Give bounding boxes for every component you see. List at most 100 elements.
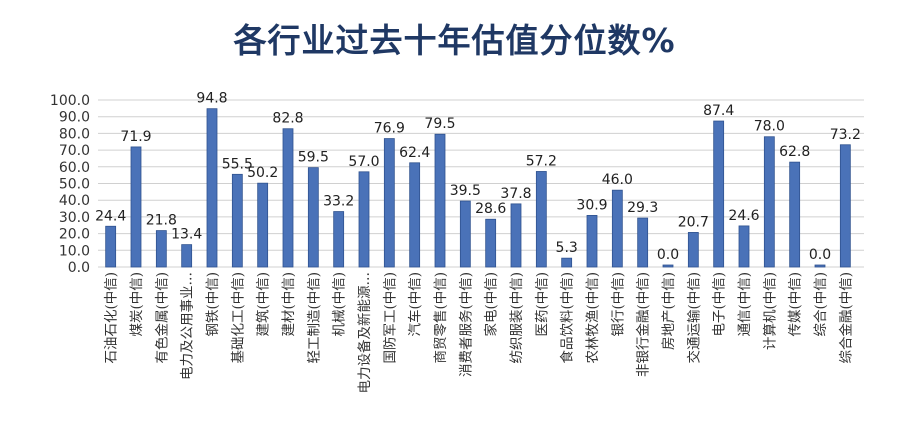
value-label: 82.8	[272, 111, 303, 127]
x-tick-label: 食品饮料(中信)	[559, 272, 576, 364]
x-tick-label: 农林牧渔(中信)	[585, 272, 601, 364]
bar	[485, 218, 497, 268]
x-tick-label: 电子(中信)	[712, 272, 728, 337]
bar	[535, 171, 547, 268]
value-label: 21.8	[146, 213, 177, 229]
bar	[231, 173, 243, 268]
x-tick-label: 电力及公用事业…	[180, 272, 196, 380]
y-tick-label: 20.0	[59, 227, 90, 243]
value-label: 62.8	[779, 144, 810, 160]
value-label: 87.4	[703, 103, 734, 119]
bar	[434, 133, 446, 268]
value-label: 78.0	[754, 119, 785, 135]
y-tick-label: 70.0	[59, 143, 90, 159]
bar	[181, 244, 193, 268]
value-label: 33.2	[323, 194, 354, 210]
y-axis-ticks: 0.010.020.030.040.050.060.070.080.090.01…	[50, 93, 90, 276]
x-tick-label: 传媒(中信)	[788, 272, 804, 337]
x-tick-label: 交通运输(中信)	[685, 272, 702, 364]
bar	[105, 225, 117, 268]
bar	[662, 264, 674, 268]
y-tick-label: 30.0	[59, 210, 90, 226]
y-tick-label: 100.0	[50, 93, 90, 109]
y-tick-label: 50.0	[59, 177, 90, 193]
x-tick-label: 煤炭(中信)	[129, 272, 145, 337]
bar	[814, 264, 826, 268]
bar	[409, 162, 421, 268]
x-axis-labels: 石油石化(中信) 煤炭(中信) 有色金属(中信) 电力及公用事业… 钢铁(中信) 基础化工…	[104, 272, 855, 394]
y-tick-label: 80.0	[59, 126, 90, 142]
value-labels: 24.4 71.9 21.813.4 94.8 55.550.2 82.8 59.5 33.2…	[95, 91, 861, 263]
bar	[713, 120, 725, 268]
value-label: 24.4	[95, 208, 126, 224]
bar	[459, 200, 471, 268]
x-tick-label: 通信(中信)	[737, 272, 753, 337]
bar	[155, 230, 167, 268]
value-label: 28.6	[475, 201, 506, 217]
x-tick-label: 非银行金融(中信)	[636, 272, 652, 377]
bar	[510, 203, 522, 268]
bar	[257, 182, 269, 268]
bar	[130, 146, 142, 268]
value-label: 59.5	[298, 150, 329, 166]
value-label: 5.3	[556, 240, 578, 256]
bar	[206, 108, 218, 268]
value-label: 50.2	[247, 165, 278, 181]
value-label: 57.2	[526, 153, 557, 169]
value-label: 71.9	[120, 129, 151, 145]
bar	[611, 189, 623, 268]
bar	[333, 211, 345, 268]
bar	[687, 232, 699, 268]
x-tick-label: 有色金属(中信)	[153, 272, 170, 364]
x-tick-label: 建材(中信)	[281, 272, 297, 337]
value-label: 20.7	[678, 214, 709, 230]
x-tick-label: 银行(中信)	[610, 272, 626, 337]
chart-title: 各行业过去十年估值分位数%	[233, 21, 676, 60]
x-tick-label: 计算机(中信)	[762, 272, 778, 350]
x-tick-label: 轻工制造(中信)	[306, 272, 322, 364]
bar	[358, 171, 370, 268]
bar	[839, 144, 851, 268]
y-tick-label: 90.0	[59, 110, 90, 126]
value-label: 30.9	[576, 197, 607, 213]
bar	[561, 257, 573, 268]
y-tick-label: 10.0	[59, 243, 90, 259]
x-tick-label: 综合(中信)	[813, 272, 829, 337]
value-label: 29.3	[627, 200, 658, 216]
bars	[105, 108, 851, 268]
value-label: 46.0	[602, 172, 633, 188]
x-tick-label: 国防军工(中信)	[382, 272, 398, 364]
x-tick-label: 汽车(中信)	[407, 272, 424, 337]
y-tick-label: 60.0	[59, 160, 90, 176]
y-tick-label: 0.0	[68, 260, 90, 276]
value-label: 94.8	[196, 91, 227, 107]
value-label: 0.0	[657, 247, 679, 263]
value-label: 39.5	[450, 183, 481, 199]
x-tick-label: 机械(中信)	[332, 272, 348, 337]
bar	[789, 161, 801, 268]
value-label: 37.8	[500, 186, 531, 202]
x-tick-label: 电力设备及新能源…	[356, 272, 373, 394]
x-tick-label: 综合金融(中信)	[838, 272, 854, 364]
bar	[307, 167, 319, 268]
x-tick-label: 房地产(中信)	[661, 272, 677, 350]
value-label: 73.2	[830, 127, 861, 143]
bar	[637, 217, 649, 268]
value-label: 0.0	[809, 247, 831, 263]
value-label: 24.6	[728, 208, 759, 224]
gridlines	[98, 99, 864, 268]
value-label: 55.5	[222, 156, 253, 172]
x-tick-label: 商贸零售(中信)	[433, 272, 449, 364]
y-tick-label: 40.0	[59, 193, 90, 209]
value-label: 79.5	[424, 116, 455, 132]
bar	[383, 138, 395, 268]
x-tick-label: 纺织服装(中信)	[509, 272, 525, 364]
x-tick-label: 基础化工(中信)	[229, 272, 246, 364]
bar	[738, 225, 750, 268]
bar	[282, 128, 294, 268]
x-tick-label: 消费者服务(中信)	[458, 272, 474, 377]
value-label: 57.0	[348, 154, 379, 170]
bar	[763, 136, 775, 268]
value-label: 76.9	[374, 121, 405, 137]
x-tick-label: 医药(中信)	[534, 272, 550, 337]
